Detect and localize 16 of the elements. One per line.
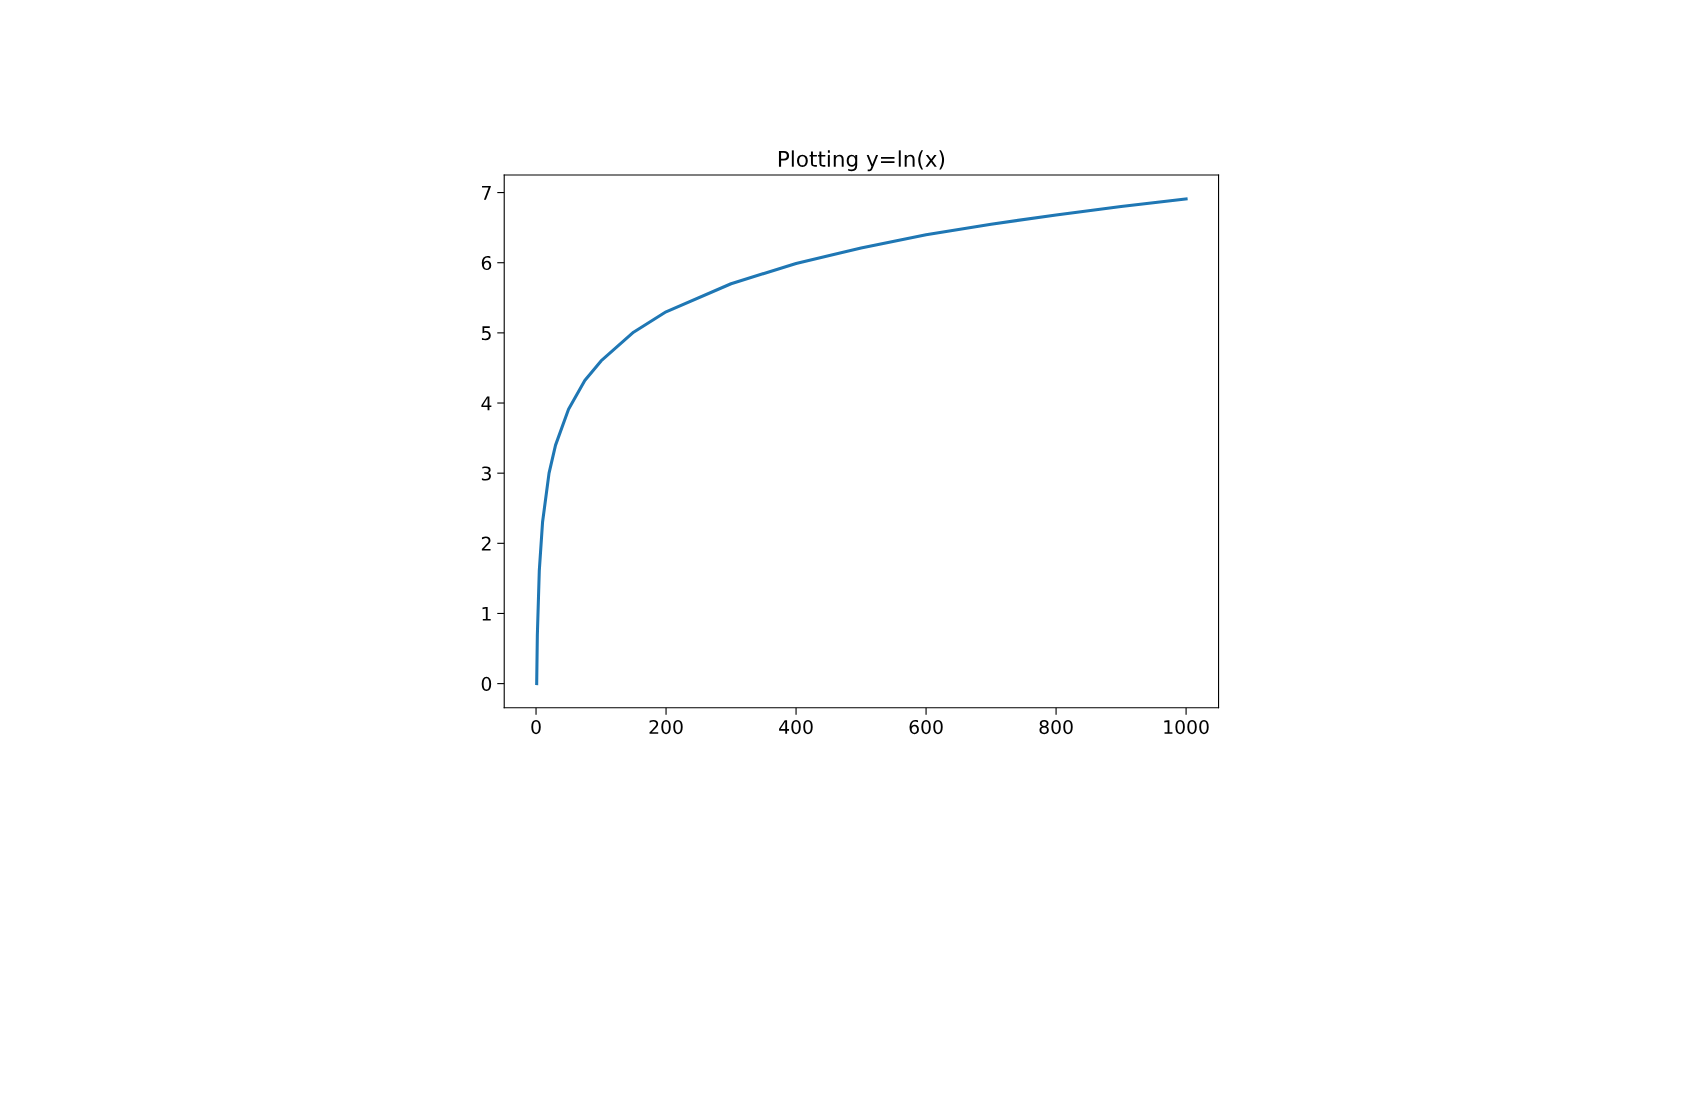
x-tick-label: 1000 xyxy=(1164,719,1209,735)
y-tick-label: 6 xyxy=(481,255,492,271)
x-tick-label: 400 xyxy=(779,719,813,735)
line-series xyxy=(535,197,1188,686)
x-tick-label: 800 xyxy=(1039,719,1073,735)
y-tick-label: 5 xyxy=(481,326,491,341)
y-tick-label: 3 xyxy=(481,466,491,481)
y-tick-label: 2 xyxy=(481,536,491,551)
y-tick-label: 0 xyxy=(481,676,492,692)
y-tick-label: 7 xyxy=(482,186,491,200)
y-tick-label: 1 xyxy=(482,606,491,621)
y-tick-label: 4 xyxy=(481,396,492,411)
x-tick-label: 0 xyxy=(531,719,541,735)
x-tick-label: 200 xyxy=(649,719,683,735)
chart-title: Plotting y=ln(x) xyxy=(778,150,945,172)
x-tick-label: 600 xyxy=(909,719,943,735)
